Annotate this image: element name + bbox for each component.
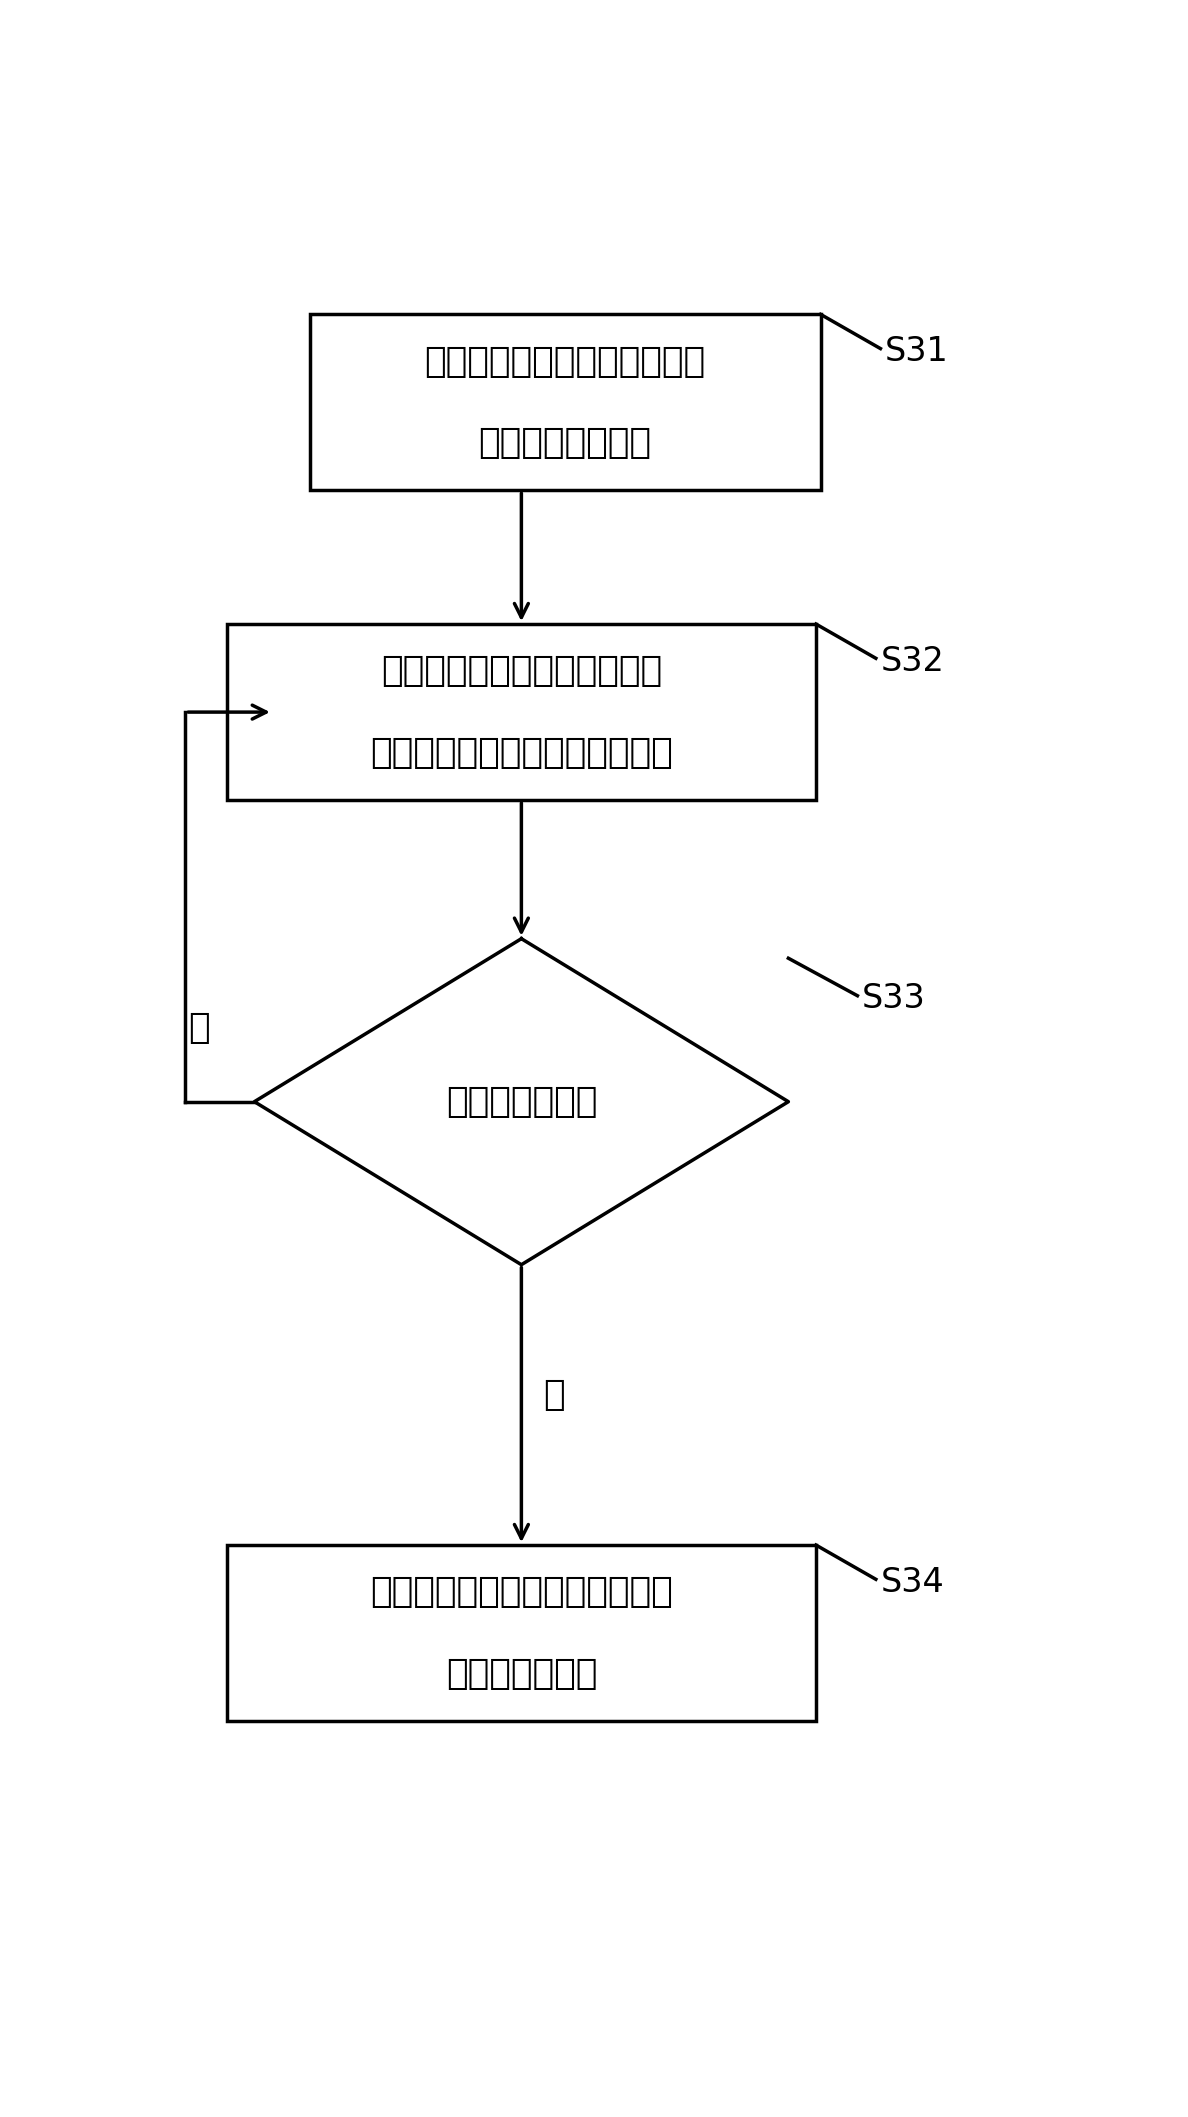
Text: 算预测的相对误差: 算预测的相对误差 xyxy=(479,426,651,459)
Text: S31: S31 xyxy=(885,334,949,368)
Bar xyxy=(227,625,816,800)
Text: 否: 否 xyxy=(189,1012,210,1046)
Bar xyxy=(310,313,821,491)
Text: 是: 是 xyxy=(543,1378,564,1412)
Text: S32: S32 xyxy=(880,646,944,677)
Text: 通过提升小波分解和最小二乘: 通过提升小波分解和最小二乘 xyxy=(381,654,662,688)
Text: 根据得到的预测值和实际值计: 根据得到的预测值和实际值计 xyxy=(424,345,706,379)
Text: 到修正的预测值: 到修正的预测值 xyxy=(446,1658,598,1691)
Bar xyxy=(227,1545,816,1721)
Text: 是否符合要求？: 是否符合要求？ xyxy=(446,1084,598,1118)
Text: S33: S33 xyxy=(862,982,925,1016)
Text: 根据预测的误差修正预测值，得: 根据预测的误差修正预测值，得 xyxy=(369,1575,672,1609)
Text: 向量机预测，得到误差的预测值: 向量机预测，得到误差的预测值 xyxy=(369,737,672,771)
Text: S34: S34 xyxy=(880,1567,944,1598)
